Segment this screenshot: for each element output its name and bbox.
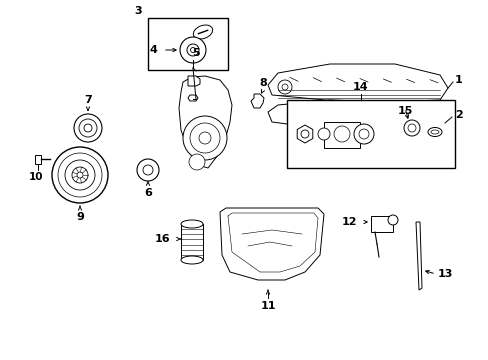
Text: 7: 7 <box>84 95 92 105</box>
Ellipse shape <box>181 220 203 228</box>
Circle shape <box>52 147 108 203</box>
Circle shape <box>282 84 287 90</box>
Circle shape <box>190 48 195 53</box>
Polygon shape <box>179 76 231 168</box>
Ellipse shape <box>193 25 212 39</box>
Circle shape <box>65 160 95 190</box>
Ellipse shape <box>430 130 438 134</box>
Bar <box>181 224 203 260</box>
Ellipse shape <box>181 256 203 264</box>
Circle shape <box>292 113 297 118</box>
Bar <box>286 100 454 168</box>
Ellipse shape <box>427 127 441 136</box>
Text: 11: 11 <box>260 301 275 311</box>
Text: 15: 15 <box>397 106 412 116</box>
Circle shape <box>301 130 308 138</box>
Circle shape <box>84 124 92 132</box>
Circle shape <box>183 116 226 160</box>
Polygon shape <box>297 125 312 143</box>
Circle shape <box>278 80 291 94</box>
Circle shape <box>355 111 360 116</box>
Polygon shape <box>267 64 447 102</box>
Polygon shape <box>220 208 324 280</box>
Circle shape <box>333 126 349 142</box>
Text: 6: 6 <box>144 188 152 198</box>
Text: 2: 2 <box>454 110 462 120</box>
Polygon shape <box>187 76 200 86</box>
Circle shape <box>409 115 419 125</box>
Bar <box>324 122 359 148</box>
Circle shape <box>186 44 199 56</box>
Text: 9: 9 <box>76 212 84 222</box>
Text: 13: 13 <box>437 269 452 279</box>
Text: 4: 4 <box>149 45 157 55</box>
Circle shape <box>317 128 329 140</box>
Text: 5: 5 <box>192 48 200 58</box>
Bar <box>35 155 41 164</box>
Text: 10: 10 <box>29 172 43 182</box>
Circle shape <box>79 119 97 137</box>
Circle shape <box>77 172 83 178</box>
Circle shape <box>352 108 362 118</box>
Circle shape <box>403 120 419 136</box>
Circle shape <box>199 132 210 144</box>
Circle shape <box>412 117 417 122</box>
Circle shape <box>387 215 397 225</box>
Polygon shape <box>187 95 198 101</box>
Circle shape <box>180 37 205 63</box>
Text: 3: 3 <box>134 6 142 16</box>
Text: 14: 14 <box>352 82 368 92</box>
Text: 1: 1 <box>454 75 462 85</box>
Circle shape <box>142 165 153 175</box>
Polygon shape <box>267 100 444 133</box>
Circle shape <box>189 154 204 170</box>
Text: 16: 16 <box>154 234 170 244</box>
Text: 12: 12 <box>341 217 356 227</box>
Polygon shape <box>250 94 264 108</box>
Circle shape <box>137 159 159 181</box>
Polygon shape <box>415 222 421 290</box>
Circle shape <box>72 167 88 183</box>
Bar <box>370 216 392 232</box>
Circle shape <box>353 124 373 144</box>
Circle shape <box>74 114 102 142</box>
Circle shape <box>190 123 220 153</box>
Circle shape <box>358 129 368 139</box>
Circle shape <box>58 153 102 197</box>
Text: 8: 8 <box>259 78 266 88</box>
Bar <box>148 18 227 70</box>
Circle shape <box>289 111 299 121</box>
Circle shape <box>407 124 415 132</box>
